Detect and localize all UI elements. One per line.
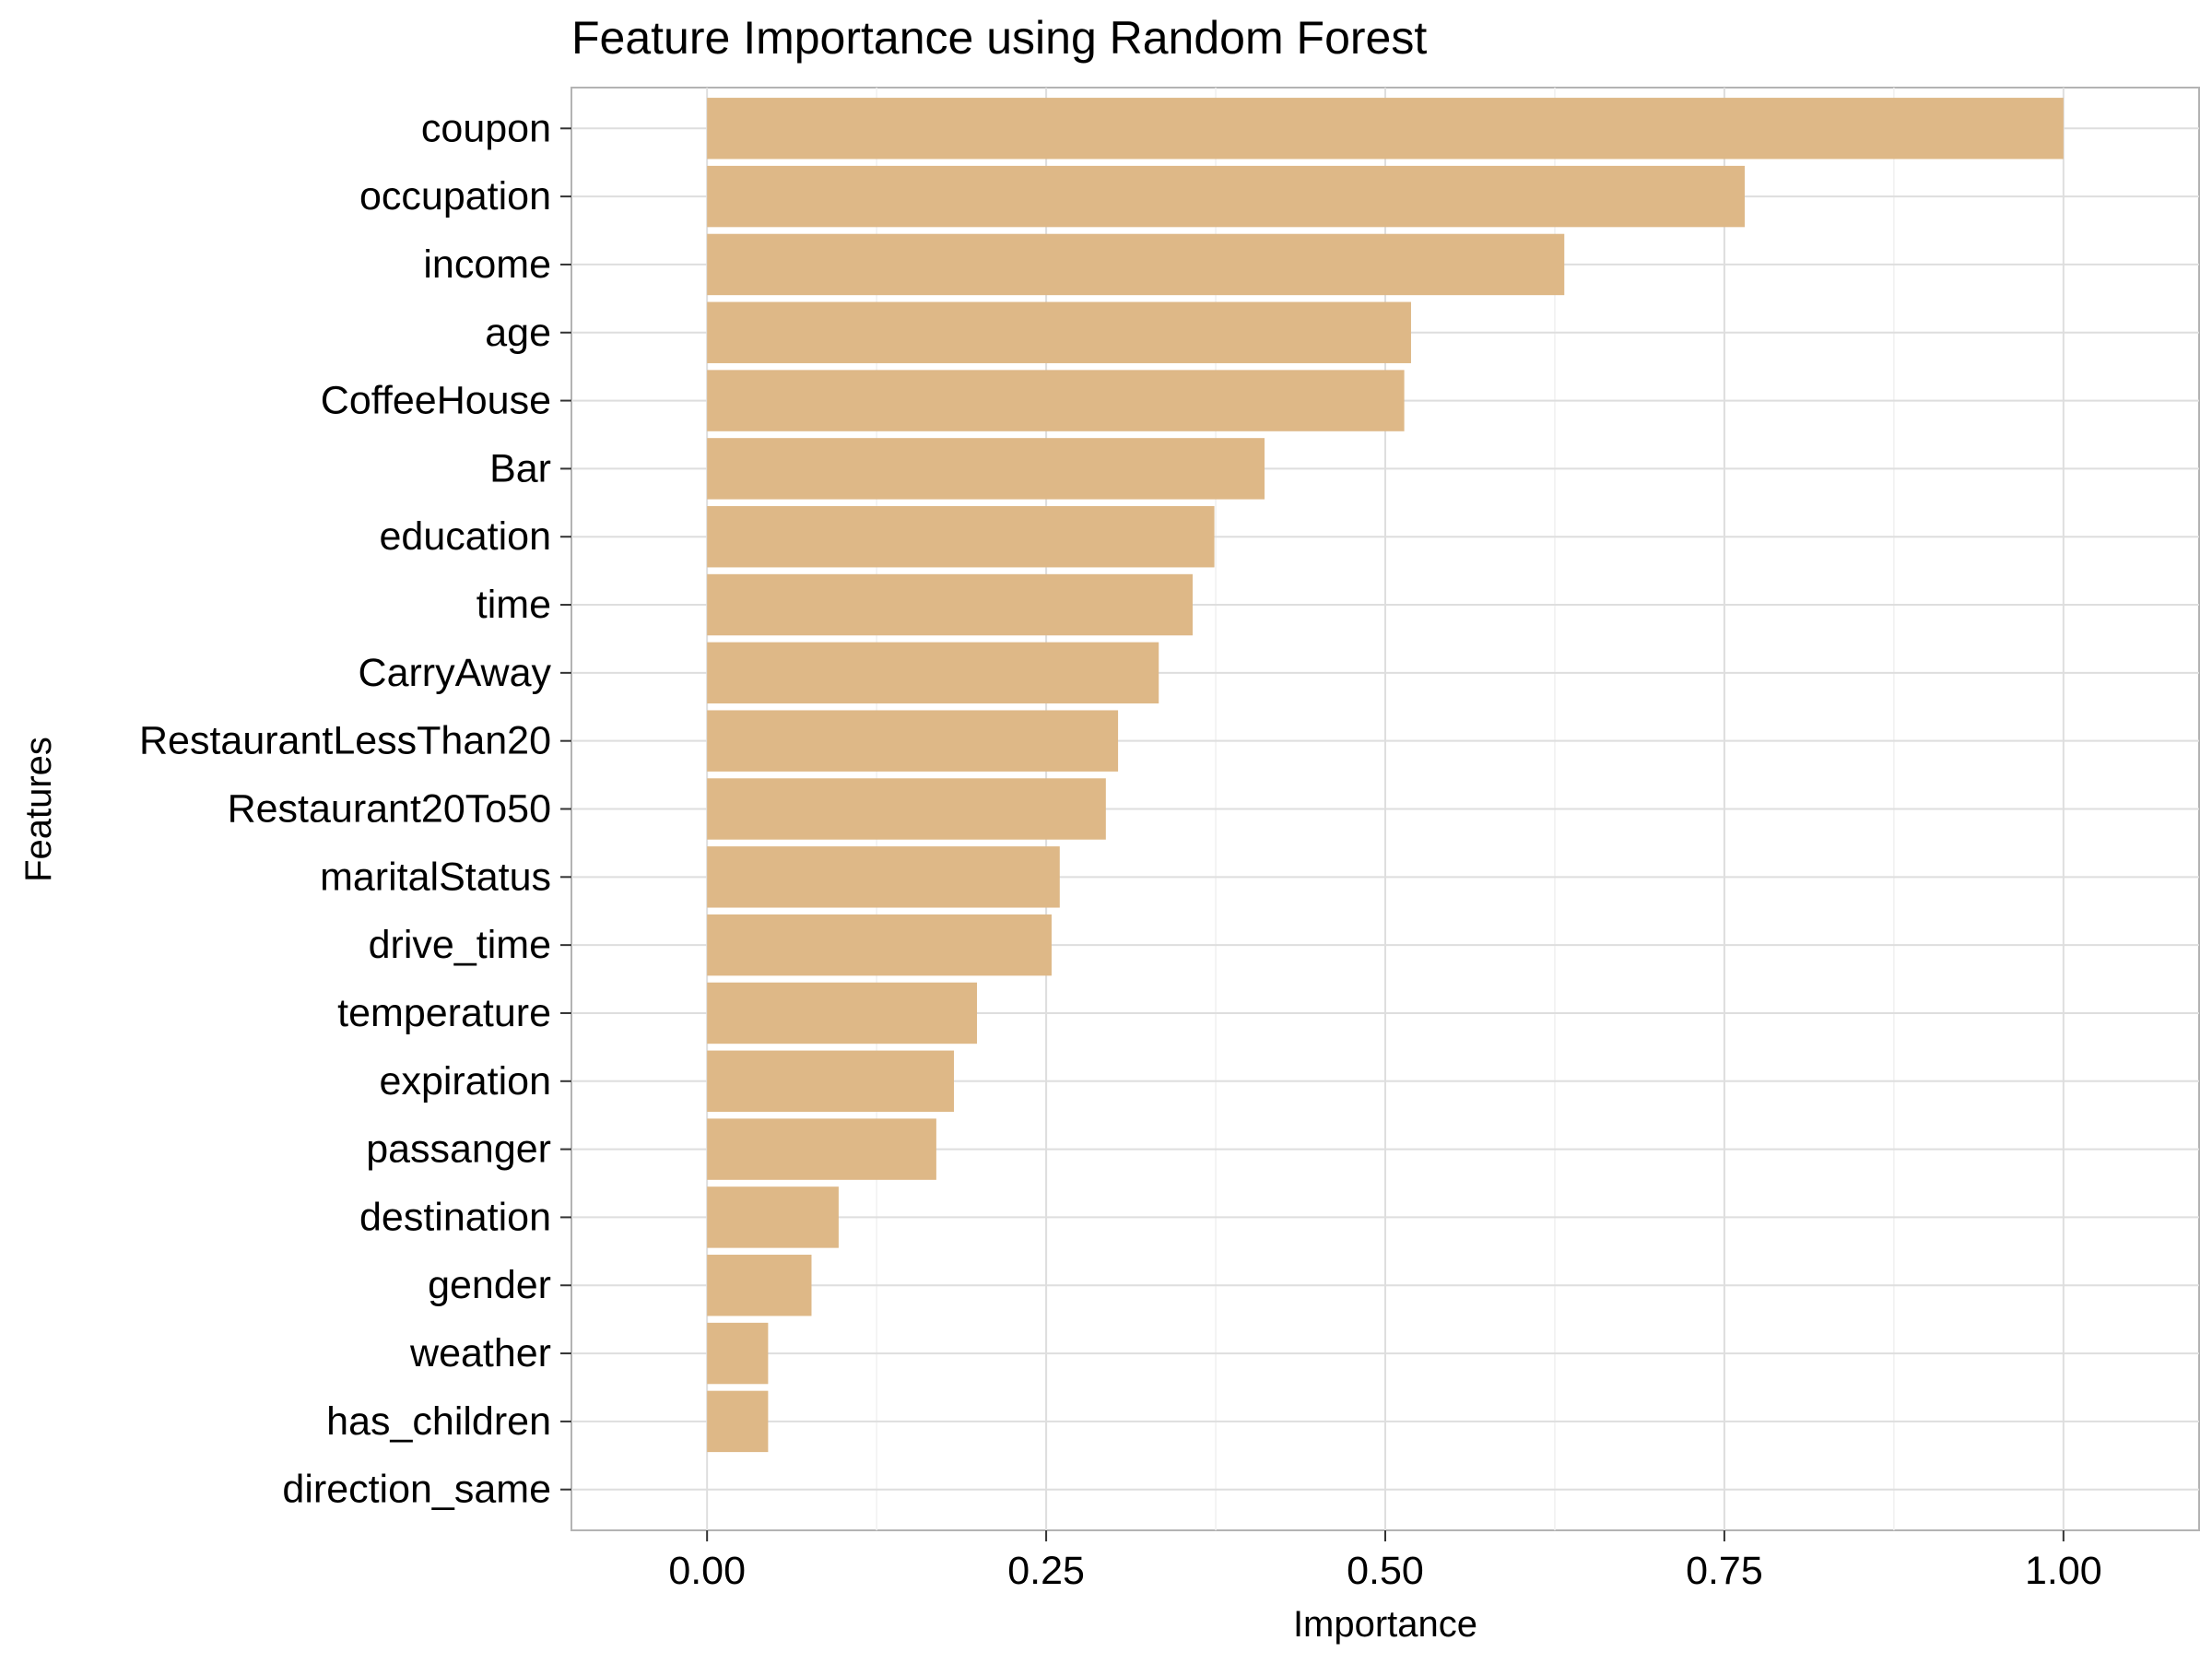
bar-occupation [707, 165, 1745, 228]
bar-temperature [707, 982, 978, 1044]
y-tick-label: RestaurantLessThan20 [139, 719, 551, 763]
bar-time [707, 573, 1194, 636]
y-tick-label: direction_same [282, 1468, 551, 1512]
bar-layer [707, 98, 2064, 1453]
y-tick-label: CarryAway [359, 651, 552, 695]
x-tick-layer: 0.00 0.25 0.50 0.75 1.00 [668, 1530, 2102, 1593]
bar-Restaurant20To50 [707, 778, 1106, 840]
y-tick-label: temperature [337, 991, 551, 1035]
chart-title: Feature Importance using Random Forest [571, 12, 1427, 64]
y-tick-label: CoffeeHouse [321, 379, 551, 423]
y-tick-label: weather [409, 1331, 551, 1375]
bar-weather [707, 1322, 769, 1385]
x-tick-label: 0.00 [668, 1549, 746, 1593]
y-tick-label: occupation [359, 174, 551, 218]
bar-has_children [707, 1390, 769, 1453]
bar-drive_time [707, 914, 1052, 976]
x-tick-label: 1.00 [2025, 1549, 2102, 1593]
y-axis-title: Features [18, 737, 59, 882]
bar-Bar [707, 438, 1265, 500]
bar-age [707, 301, 1411, 363]
x-tick-label: 0.75 [1686, 1549, 1763, 1593]
y-tick-label: income [423, 242, 551, 287]
x-axis-title: Importance [1293, 1604, 1477, 1645]
bar-gender [707, 1255, 812, 1316]
x-tick-label: 0.25 [1007, 1549, 1085, 1593]
bar-education [707, 505, 1215, 568]
bar-income [707, 233, 1565, 296]
y-tick-label: Restaurant20To50 [228, 787, 551, 832]
y-tick-label: has_children [326, 1399, 551, 1444]
y-tick-label: age [485, 311, 551, 355]
bar-expiration [707, 1050, 955, 1113]
x-tick-label: 0.50 [1347, 1549, 1424, 1593]
bar-coupon [707, 98, 2064, 159]
y-tick-label: destination [359, 1195, 551, 1239]
y-tick-label: expiration [380, 1059, 551, 1103]
y-tick-label: maritalStatus [320, 855, 551, 899]
bar-destination [707, 1186, 839, 1248]
bar-maritalStatus [707, 846, 1060, 908]
y-tick-label: gender [428, 1263, 551, 1307]
y-tick-layer: coupon occupation income age CoffeeHouse Bar e… [139, 106, 571, 1512]
y-tick-label: passanger [366, 1127, 551, 1172]
y-tick-label: time [477, 583, 551, 627]
y-tick-label: Bar [489, 446, 551, 490]
bar-CarryAway [707, 642, 1159, 704]
y-tick-label: drive_time [369, 923, 551, 967]
bar-RestaurantLessThan20 [707, 710, 1119, 772]
y-tick-label: education [380, 514, 552, 559]
bar-passanger [707, 1118, 936, 1180]
y-tick-label: coupon [421, 106, 551, 150]
bar-CoffeeHouse [707, 370, 1405, 431]
